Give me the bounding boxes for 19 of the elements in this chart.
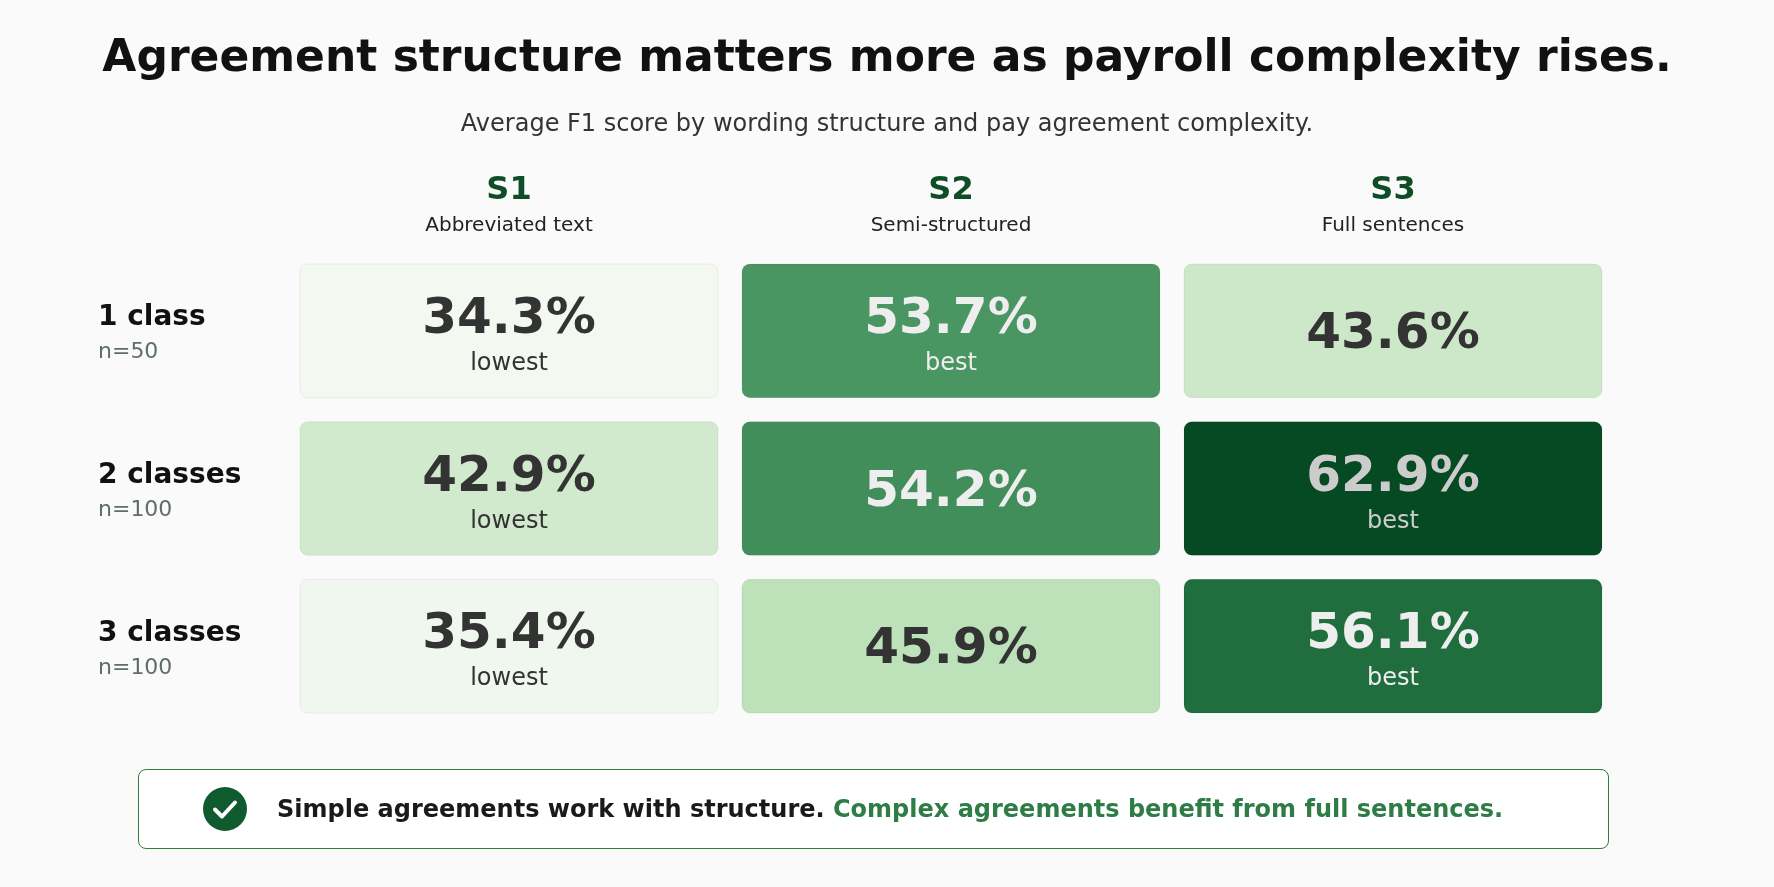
x-tick-label: S2 Semi-structured [870,169,1032,236]
data-label: 42.9% lowest [422,444,596,534]
y-tick-label: 3 classes n=100 [98,614,242,679]
y-tick-label: 2 classes n=100 [98,457,242,521]
x-tick-label: S1 Abbreviated text [425,169,593,236]
data-label: 62.9% best [1306,444,1480,534]
data-label: 34.3% lowest [422,286,596,376]
data-label: 56.1% best [1306,602,1480,692]
data-label: 53.7% best [864,286,1038,376]
text: Simple agreements work with structure. [277,795,825,823]
data-label: 54.2% [864,459,1038,518]
data-label: 45.9% [864,617,1038,676]
data-label: 43.6% [1306,301,1480,360]
y-tick-label: 1 class n=50 [98,299,206,364]
chart-title: Agreement structure matters more as payroll complexity rises. [102,29,1672,81]
x-tick-label: S3 Full sentences [1321,169,1465,236]
chart-subtitle: Average F1 score by wording structure and pay agreement complexity. [460,109,1314,137]
text: Complex agreements benefit from full sentences. [832,795,1504,823]
data-label: 35.4% lowest [422,602,596,692]
